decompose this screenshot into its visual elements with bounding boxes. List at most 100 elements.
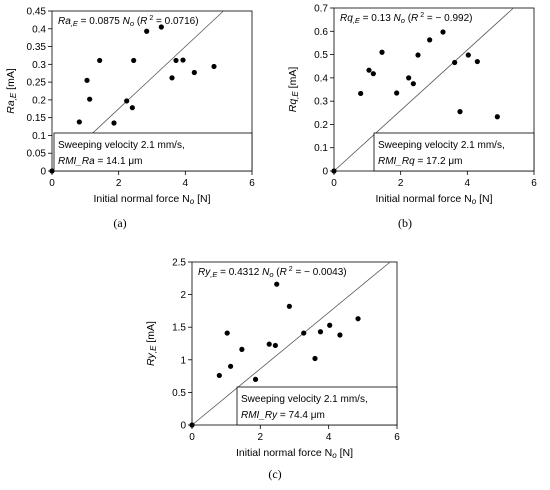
data-point: [87, 96, 93, 102]
y-tick-label: 0: [180, 421, 186, 432]
data-point: [49, 168, 55, 174]
annotation-box: [53, 132, 253, 172]
data-point: [457, 109, 463, 115]
y-tick-label: 0.4: [32, 24, 46, 35]
x-label-unit: [N]: [337, 447, 353, 459]
y-tick-label: 0.1: [314, 143, 328, 154]
y-tick-label: 0: [40, 167, 46, 178]
y-tick-label: 0.35: [27, 42, 47, 53]
data-point: [415, 52, 421, 58]
data-point: [301, 330, 307, 336]
regression-equation: Ra,E = 0.0875 No (R 2 = 0.0716): [58, 15, 199, 28]
x-axis-label: Initial normal force No [N]: [236, 447, 353, 460]
x-label-unit: [N]: [476, 193, 492, 205]
eq-n: N: [394, 13, 402, 24]
eq-sub: ,E: [210, 270, 218, 279]
x-tick-label: 6: [531, 178, 537, 189]
x-axis-label: Initial normal force No [N]: [93, 193, 210, 206]
y-axis-label: Ry,E [mA]: [145, 321, 158, 366]
regression-equation: Rq,E = 0.13 No (R 2 = − 0.992): [340, 12, 473, 25]
data-point: [173, 57, 179, 64]
y-axis-label: Ra,E [mA]: [5, 68, 18, 114]
x-tick-label: 2: [116, 178, 122, 189]
data-point: [211, 63, 217, 70]
x-tick-label: 0: [189, 432, 195, 443]
data-point: [337, 332, 343, 338]
y-label-var: Ra: [5, 100, 17, 114]
y-label-sub: ,E: [149, 345, 158, 353]
data-point: [224, 330, 230, 336]
data-point: [410, 81, 416, 87]
data-point: [129, 105, 135, 111]
fit-line: [191, 261, 391, 426]
data-point: [216, 372, 222, 379]
panel-label: (b): [398, 216, 412, 230]
x-tick-label: 2: [398, 178, 404, 189]
data-point: [474, 58, 480, 65]
x-label-text: Initial normal force N: [375, 193, 471, 205]
data-point: [355, 316, 361, 322]
x-tick-label: 0: [331, 178, 337, 189]
panel-label: (c): [268, 467, 281, 481]
data-point: [394, 90, 400, 96]
y-tick-label: 0.5: [172, 388, 186, 399]
y-tick-label: 0.2: [32, 95, 46, 106]
y-tick-label: 0.3: [32, 60, 46, 71]
data-point: [317, 329, 324, 335]
data-point: [312, 355, 318, 362]
x-label-unit: [N]: [194, 193, 210, 205]
annotation-line-1: Sweeping velocity 2.1 mm/s,: [58, 140, 185, 151]
regression-equation: Ry,E = 0.4312 No (R 2 = − 0.0043): [198, 266, 347, 279]
x-label-sub: o: [332, 451, 337, 460]
data-point: [191, 69, 197, 76]
x-label-text: Initial normal force N: [93, 193, 189, 205]
annotation-line-2: RMI_Ry = 74.4 μm: [241, 410, 325, 421]
fit-line: [333, 7, 514, 172]
eq-paren: (: [405, 13, 412, 24]
annotation-line-1: Sweeping velocity 2.1 mm/s,: [241, 394, 368, 405]
y-tick-label: 0.15: [27, 113, 47, 124]
y-tick-label: 0.2: [314, 120, 328, 131]
rmi-label: RMI_Ra: [58, 156, 95, 167]
y-label-unit: [mA]: [287, 67, 299, 92]
panel-label: (a): [113, 216, 126, 230]
data-point: [366, 67, 372, 73]
x-tick-label: 6: [394, 432, 400, 443]
y-label-sub: ,E: [291, 91, 300, 99]
y-tick-label: 2.5: [172, 258, 186, 269]
data-point: [274, 281, 280, 287]
eq-paren: (: [134, 16, 141, 27]
x-tick-label: 4: [465, 178, 471, 189]
eq-var: Rq: [340, 13, 353, 24]
y-label-var: Ry: [145, 352, 157, 366]
annotation-box: [236, 386, 398, 426]
x-label-sub: o: [472, 197, 477, 206]
eq-n-sub: o: [130, 19, 134, 28]
eq-r: R: [140, 16, 147, 27]
eq-n-sub: o: [269, 270, 273, 279]
annotation-line-1: Sweeping velocity 2.1 mm/s,: [378, 140, 505, 151]
eq-coef: = 0.13: [360, 13, 394, 24]
eq-coef: = 0.0875: [78, 16, 123, 27]
data-point: [286, 303, 292, 309]
y-tick-label: 0.5: [314, 50, 328, 61]
annotation-line-2: RMI_Rq = 17.2 μm: [378, 156, 462, 167]
x-axis-label: Initial normal force No [N]: [375, 193, 492, 206]
eq-sup: 2: [418, 12, 424, 19]
y-tick-label: 1.5: [172, 323, 186, 334]
x-label-text: Initial normal force N: [236, 447, 332, 459]
y-tick-label: 0.3: [314, 97, 328, 108]
data-point: [189, 422, 195, 428]
data-point: [97, 57, 103, 64]
eq-paren: (: [274, 267, 281, 278]
y-tick-label: 0.05: [27, 149, 47, 160]
data-point: [124, 98, 130, 104]
data-point: [370, 71, 376, 77]
y-tick-label: 0.4: [314, 73, 328, 84]
y-axis-label: Rq,E [mA]: [287, 67, 300, 113]
eq-var: Ry: [198, 267, 211, 278]
x-tick-label: 6: [249, 178, 255, 189]
data-point: [228, 363, 234, 369]
y-label-sub: ,E: [9, 92, 18, 100]
data-point: [252, 376, 259, 382]
